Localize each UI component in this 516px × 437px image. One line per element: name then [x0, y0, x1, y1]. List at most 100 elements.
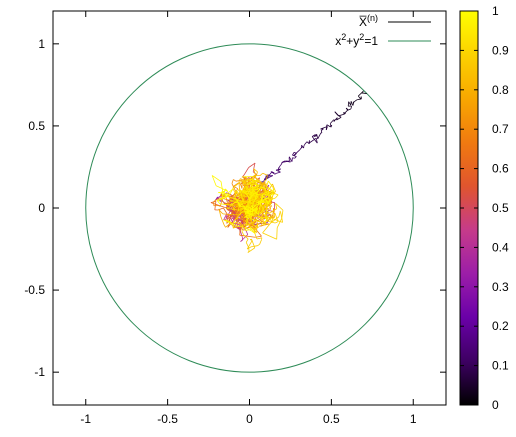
trajectory-segment [245, 238, 249, 243]
trajectory-segment [278, 211, 281, 217]
trajectory-segment [288, 156, 293, 162]
trajectory-segment [275, 194, 279, 199]
trajectory-segment [245, 229, 252, 231]
trajectory-segment [267, 214, 270, 218]
trajectory-segment [245, 176, 249, 182]
trajectory-segment [275, 203, 278, 209]
trajectory [210, 90, 367, 253]
trajectory-segment [275, 221, 279, 224]
trajectory-segment [244, 218, 248, 231]
trajectory-segment [251, 217, 260, 222]
trajectory-segment [255, 195, 259, 200]
trajectory-segment [223, 202, 228, 204]
trajectory-segment [357, 95, 362, 100]
trajectory-segment [241, 211, 247, 213]
trajectory-segment [268, 199, 271, 205]
trajectory-segment [247, 190, 250, 196]
trajectory-segment [236, 210, 241, 214]
trajectory-segment [239, 183, 243, 189]
trajectory-segment [247, 216, 261, 226]
colorbar-tick-label: 1 [492, 4, 499, 18]
colorbar-tick-label: 0.6 [492, 162, 509, 176]
y-tick-label: 1 [38, 37, 45, 51]
y-tick-label: -1 [34, 365, 45, 379]
colorbar-tick-label: 0 [492, 398, 499, 412]
trajectory-segment [231, 205, 236, 211]
trajectory-segment [267, 180, 274, 188]
trajectory-segment [249, 226, 252, 230]
trajectory-segment [243, 222, 247, 226]
trajectory-segment [255, 211, 259, 215]
trajectory-segment [231, 179, 234, 184]
trajectory-segment [253, 219, 263, 224]
trajectory-segment [261, 222, 265, 226]
trajectory-segment [257, 207, 259, 211]
trajectory-segment [233, 219, 238, 229]
trajectory-segment [271, 212, 276, 223]
trajectory-segment [211, 175, 217, 186]
trajectory-segment [247, 250, 250, 253]
trajectory-segment [218, 209, 224, 215]
trajectory-segment [213, 197, 221, 202]
trajectory-segment [258, 198, 267, 203]
trajectory-segment [350, 105, 352, 109]
trajectory-segment [266, 175, 268, 180]
trajectory-segment [251, 185, 260, 189]
trajectory-segment [263, 187, 269, 196]
trajectory-segment [254, 194, 257, 199]
trajectory-segment [271, 171, 275, 174]
trajectory-segment [268, 187, 276, 193]
legend-label-xbar: X̅(n) [359, 13, 378, 29]
trajectory-segment [254, 198, 257, 200]
trajectory-segment [225, 188, 229, 192]
trajectory-segment [263, 183, 269, 188]
trajectory-segment [257, 243, 260, 247]
trajectory-segment [266, 216, 273, 222]
trajectory-segment [221, 193, 223, 202]
trajectory-segment [260, 194, 263, 202]
trajectory-segment [294, 153, 297, 156]
trajectory-segment [288, 159, 291, 163]
trajectory-segment [252, 164, 255, 172]
trajectory-segment [317, 132, 322, 140]
trajectory-segment [233, 213, 240, 216]
trajectory-segment [262, 220, 265, 225]
trajectory-segment [227, 214, 238, 219]
trajectory-segment [262, 232, 277, 240]
trajectory-segment [226, 219, 232, 224]
trajectory-segment [242, 190, 264, 197]
trajectory-segment [263, 178, 267, 181]
trajectory-segment [311, 134, 316, 137]
trajectory-segment [235, 190, 241, 198]
trajectory-segment [250, 202, 255, 207]
trajectory-segment [259, 172, 263, 176]
trajectory-segment [234, 195, 237, 201]
trajectory-segment [253, 205, 256, 208]
trajectory-segment [311, 136, 318, 144]
colorbar-tick-label: 0.3 [492, 280, 509, 294]
trajectory-segment [265, 180, 269, 189]
trajectory-segment [215, 185, 221, 189]
trajectory-segment [252, 224, 259, 228]
trajectory-segment [282, 160, 286, 163]
trajectory-segment [233, 221, 243, 225]
trajectory-segment [263, 217, 268, 226]
trajectory-segment [248, 162, 256, 168]
trajectory-segment [244, 177, 247, 181]
trajectory-segment [275, 169, 281, 173]
trajectory-segment [272, 183, 276, 192]
trajectory-segment [250, 218, 255, 221]
colorbar-tick-label: 0.8 [492, 83, 509, 97]
trajectory-segment [211, 175, 222, 182]
trajectory-segment [219, 203, 224, 205]
trajectory-segment [248, 179, 255, 185]
x-tick-label: 1 [410, 412, 417, 426]
trajectory-segment [247, 223, 257, 233]
y-tick-label: 0.5 [28, 119, 45, 133]
trajectory-segment [231, 183, 238, 196]
trajectory-segment [217, 200, 221, 204]
trajectory-segment [246, 181, 251, 186]
trajectory-segment [348, 101, 352, 106]
trajectory-segment [251, 238, 256, 248]
